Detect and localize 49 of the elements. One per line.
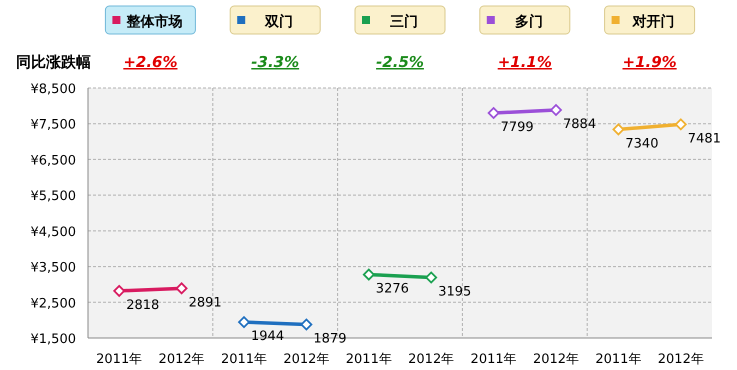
y-tick-label: ¥7,500: [30, 118, 76, 133]
x-tick-label: 2012年: [408, 352, 454, 367]
point: [300, 318, 312, 330]
text: +1.1%: [498, 53, 552, 71]
x-tick-label: 2012年: [158, 352, 205, 367]
text: 同比涨跌幅: [16, 53, 91, 71]
point: [488, 107, 500, 119]
y-tick-label: ¥5,500: [30, 189, 76, 204]
x-tick-label: 2011年: [595, 352, 642, 367]
legend-label: 整体市场: [125, 13, 182, 30]
x-tick-label: 2012年: [283, 352, 330, 367]
text: -2.5%: [376, 53, 424, 71]
x-tick-label: 2011年: [96, 352, 142, 367]
text: +2.6%: [123, 53, 178, 71]
y-tick-label: ¥2,500: [30, 296, 76, 312]
y-tick-label: ¥6,500: [30, 153, 76, 168]
x-tick-label: 2012年: [658, 352, 704, 367]
data-label: 3195: [438, 284, 472, 300]
data-label: 1879: [313, 331, 346, 346]
data-label: 7340: [625, 136, 658, 152]
y-tick-label: ¥4,500: [30, 224, 76, 240]
x-tick-label: 2012年: [532, 352, 580, 367]
y-tick-label: ¥3,500: [30, 260, 76, 276]
data-label: 7884: [563, 117, 596, 132]
data-label: 7799: [500, 120, 534, 136]
x-tick-label: 2011年: [220, 352, 268, 367]
legend-label: 三门: [390, 13, 418, 30]
data-label: 3276: [376, 282, 409, 297]
data-label: 2891: [188, 295, 222, 310]
data-label: 7481: [688, 131, 721, 146]
point: [362, 268, 375, 280]
point: [674, 118, 687, 130]
legend-label: 多门: [514, 13, 543, 30]
legend-label: 双门: [264, 13, 294, 30]
text: -3.3%: [251, 53, 300, 71]
point: [238, 316, 250, 328]
y-tick-label: ¥1,500: [30, 332, 76, 347]
data-label: 2818: [126, 298, 160, 313]
y-tick-label: ¥8,500: [30, 82, 76, 97]
x-tick-label: 2011年: [470, 352, 517, 367]
point: [425, 272, 438, 284]
point: [113, 285, 126, 297]
legend-label: 对开门: [632, 13, 675, 30]
text: +1.9%: [622, 53, 677, 71]
point: [176, 282, 188, 294]
data-label: 1944: [251, 329, 284, 344]
point: [550, 104, 562, 116]
point: [612, 124, 624, 136]
x-tick-label: 2011年: [346, 352, 392, 367]
